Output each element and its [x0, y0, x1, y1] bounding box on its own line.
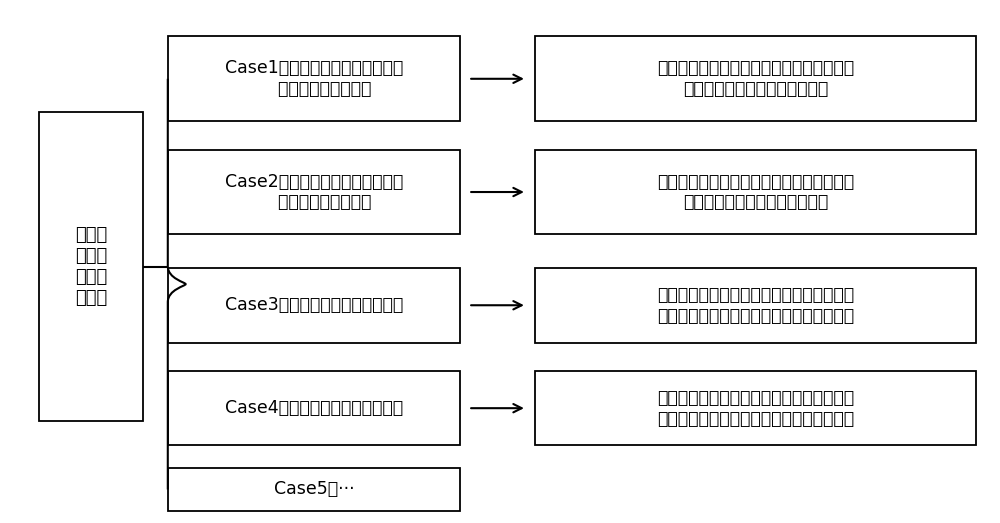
Text: Case3：差分信号的爬升时间过长: Case3：差分信号的爬升时间过长 — [225, 296, 403, 314]
Text: 不满足
所设定
的差分
传输的: 不满足 所设定 的差分 传输的 — [75, 226, 107, 307]
Text: Case1：差分信号的电压幅值低于
    设定阈值的下限要求: Case1：差分信号的电压幅值低于 设定阈值的下限要求 — [225, 60, 403, 98]
Bar — [168, 468, 460, 511]
Text: Case2：差分信号的电压幅值高于
    设定阈值的上限要求: Case2：差分信号的电压幅值高于 设定阈值的上限要求 — [225, 173, 403, 211]
Bar — [39, 112, 143, 421]
Bar — [168, 36, 460, 121]
Bar — [535, 36, 976, 121]
Text: 控制差分信号调节电路逐渐提高差分传输的
驱动能力以减小差分信号的爬升时间到最佳: 控制差分信号调节电路逐渐提高差分传输的 驱动能力以减小差分信号的爬升时间到最佳 — [657, 286, 854, 325]
Text: Case4：差分信号的爬升时间过短: Case4：差分信号的爬升时间过短 — [225, 399, 403, 417]
Text: 控制差分信号调节电路对差分信号进行多档
位的减小直至满足阈值上限要求: 控制差分信号调节电路对差分信号进行多档 位的减小直至满足阈值上限要求 — [657, 173, 854, 211]
Text: Case5：···: Case5：··· — [274, 481, 354, 498]
Bar — [535, 371, 976, 446]
Bar — [535, 150, 976, 234]
Text: 控制差分信号调节电路逐渐降低差分传输的
驱动能力以减小差分信号的爬升时间到最佳: 控制差分信号调节电路逐渐降低差分传输的 驱动能力以减小差分信号的爬升时间到最佳 — [657, 389, 854, 428]
Bar — [535, 268, 976, 343]
Text: 控制差分信号调节电路对差分信号进行多档
位的放大直至满足阈值下限要求: 控制差分信号调节电路对差分信号进行多档 位的放大直至满足阈值下限要求 — [657, 60, 854, 98]
Bar — [168, 150, 460, 234]
Bar — [168, 268, 460, 343]
Bar — [168, 371, 460, 446]
